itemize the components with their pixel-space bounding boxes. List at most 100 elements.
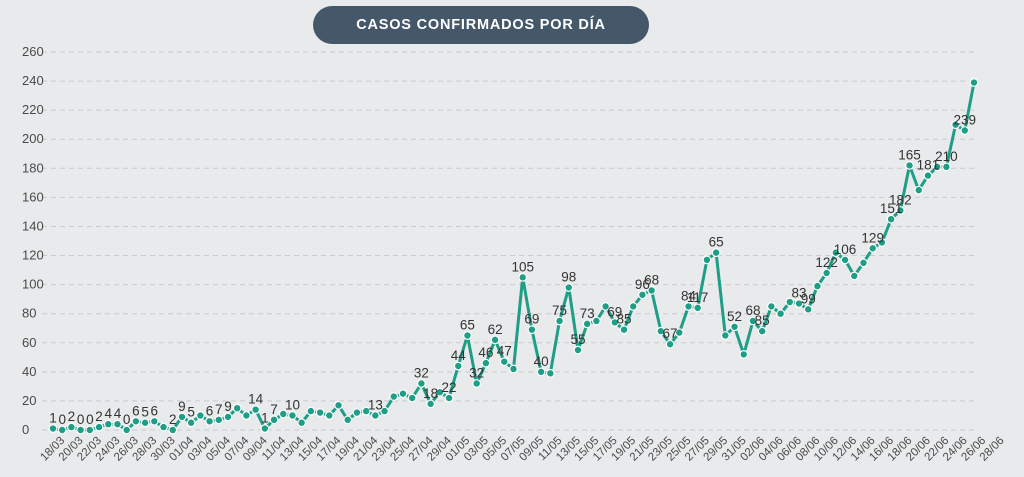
data-point	[398, 389, 408, 399]
data-point	[426, 399, 436, 409]
data-label: 75	[552, 303, 567, 318]
data-point	[702, 255, 712, 265]
data-point	[509, 364, 518, 374]
data-point	[757, 326, 767, 336]
data-point	[232, 403, 242, 413]
data-point	[306, 406, 316, 416]
data-point	[288, 411, 297, 420]
data-point	[822, 268, 832, 278]
data-point	[472, 379, 482, 388]
data-point	[573, 345, 583, 355]
data-point	[969, 78, 979, 87]
data-label: 85	[755, 313, 770, 328]
data-label: 4	[114, 406, 122, 421]
data-label: 46	[478, 345, 493, 360]
y-tick-label: 220	[22, 102, 44, 117]
data-point	[932, 162, 942, 172]
data-point	[205, 416, 214, 426]
data-label: 62	[488, 322, 503, 337]
data-point	[859, 258, 868, 268]
data-label: 6	[206, 403, 214, 418]
data-point	[159, 422, 168, 432]
data-point	[370, 411, 380, 420]
data-point	[278, 409, 288, 419]
data-point	[527, 325, 537, 335]
data-label: 32	[469, 365, 484, 380]
data-point	[914, 185, 924, 195]
data-label: 69	[607, 304, 622, 319]
data-point	[48, 424, 58, 433]
data-label: 83	[791, 286, 806, 301]
data-point	[720, 331, 730, 340]
data-point	[518, 272, 528, 282]
data-point	[674, 328, 684, 337]
data-point	[149, 416, 159, 426]
data-point	[582, 319, 592, 329]
data-label: 0	[86, 412, 94, 427]
data-point	[444, 393, 454, 403]
data-point	[269, 415, 279, 425]
data-point	[638, 290, 647, 300]
data-point	[251, 405, 261, 415]
data-point	[122, 425, 132, 435]
chart-title: CASOS CONFIRMADOS POR DÍA	[313, 6, 649, 44]
data-point	[131, 416, 141, 426]
data-label: 6	[132, 403, 140, 418]
data-label: 9	[178, 399, 186, 414]
data-label: 122	[815, 255, 838, 270]
data-label: 117	[687, 290, 709, 305]
y-tick-label: 100	[22, 277, 44, 292]
data-point	[813, 281, 822, 291]
data-point	[951, 120, 960, 130]
y-tick-label: 240	[22, 73, 44, 88]
data-point	[693, 303, 703, 313]
data-point	[103, 419, 113, 429]
data-label: 44	[451, 348, 467, 363]
data-point	[803, 304, 813, 314]
data-point	[76, 425, 86, 435]
data-point	[435, 387, 445, 397]
data-point	[67, 422, 76, 432]
data-point	[490, 335, 500, 345]
data-label: 68	[745, 303, 760, 318]
y-tick-label: 260	[22, 44, 44, 59]
data-point	[481, 358, 491, 368]
data-label: 1	[49, 411, 57, 426]
data-label: 7	[270, 402, 278, 417]
data-label: 2	[95, 409, 103, 424]
data-label: 239	[954, 113, 977, 128]
data-point	[647, 286, 657, 295]
y-tick-label: 160	[22, 189, 44, 204]
data-point	[785, 297, 795, 307]
y-tick-label: 120	[22, 248, 44, 263]
data-label: 69	[524, 312, 539, 327]
data-point	[57, 425, 67, 435]
data-point	[389, 392, 399, 401]
data-point	[380, 406, 389, 416]
data-label: 22	[442, 380, 457, 395]
data-point	[684, 302, 693, 311]
data-point	[628, 302, 638, 311]
data-point	[453, 361, 463, 371]
data-point	[941, 162, 951, 172]
data-label: 85	[617, 312, 632, 327]
data-point	[877, 238, 887, 247]
data-point	[610, 318, 620, 327]
data-label: 182	[889, 192, 912, 207]
data-label: 98	[561, 270, 576, 285]
data-label: 67	[663, 326, 678, 341]
data-point	[923, 171, 933, 180]
data-label: 52	[727, 309, 742, 324]
data-label: 13	[368, 397, 383, 412]
data-point	[564, 283, 574, 292]
y-tick-label: 200	[22, 131, 44, 146]
data-point	[168, 425, 178, 435]
data-label: 65	[460, 318, 475, 333]
data-label: 6	[151, 403, 159, 418]
data-point	[140, 418, 150, 428]
data-point	[665, 339, 675, 349]
data-point	[794, 299, 804, 308]
data-point	[186, 418, 196, 428]
data-point	[656, 326, 666, 336]
